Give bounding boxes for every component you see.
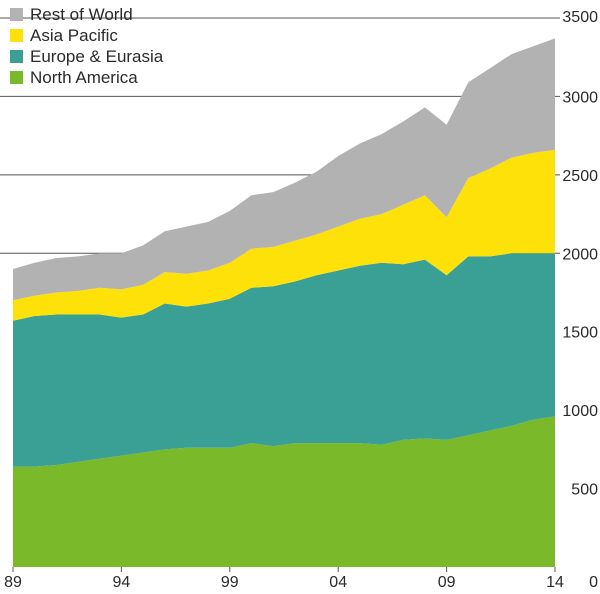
x-tick-label: 14	[546, 574, 564, 591]
legend: Rest of World Asia Pacific Europe & Eurasi…	[10, 4, 163, 88]
area-north-america	[13, 416, 555, 567]
area-asia-pacific	[13, 149, 555, 321]
x-axis-ticks: 89 94 99 04 09 14	[4, 567, 564, 591]
series-areas	[13, 38, 555, 567]
y-axis-ticks: 0 500 1000 1500 2000 2500 3000 3500	[562, 9, 598, 591]
x-tick-label: 04	[329, 574, 347, 591]
legend-label: Asia Pacific	[30, 25, 118, 45]
legend-item: Rest of World	[10, 4, 163, 25]
legend-swatch	[10, 50, 23, 63]
legend-label: North America	[30, 67, 138, 87]
legend-item: North America	[10, 67, 163, 88]
legend-item: Europe & Eurasia	[10, 46, 163, 67]
y-tick-label: 0	[589, 574, 598, 591]
x-tick-label: 94	[113, 574, 131, 591]
y-tick-label: 3000	[562, 89, 598, 106]
x-tick-label: 09	[438, 574, 456, 591]
y-tick-label: 500	[571, 482, 598, 499]
y-tick-label: 1000	[562, 403, 598, 420]
y-tick-label: 2000	[562, 246, 598, 263]
legend-item: Asia Pacific	[10, 25, 163, 46]
area-europe-eurasia	[13, 253, 555, 467]
y-tick-label: 3500	[562, 9, 598, 26]
legend-label: Rest of World	[30, 4, 133, 24]
legend-swatch	[10, 29, 23, 42]
legend-label: Europe & Eurasia	[30, 46, 164, 66]
legend-swatch	[10, 8, 23, 21]
legend-swatch	[10, 71, 23, 84]
y-tick-label: 1500	[562, 325, 598, 342]
x-tick-label: 89	[4, 574, 22, 591]
area-rest-of-world	[13, 38, 555, 301]
x-tick-label: 99	[221, 574, 239, 591]
y-tick-label: 2500	[562, 168, 598, 185]
